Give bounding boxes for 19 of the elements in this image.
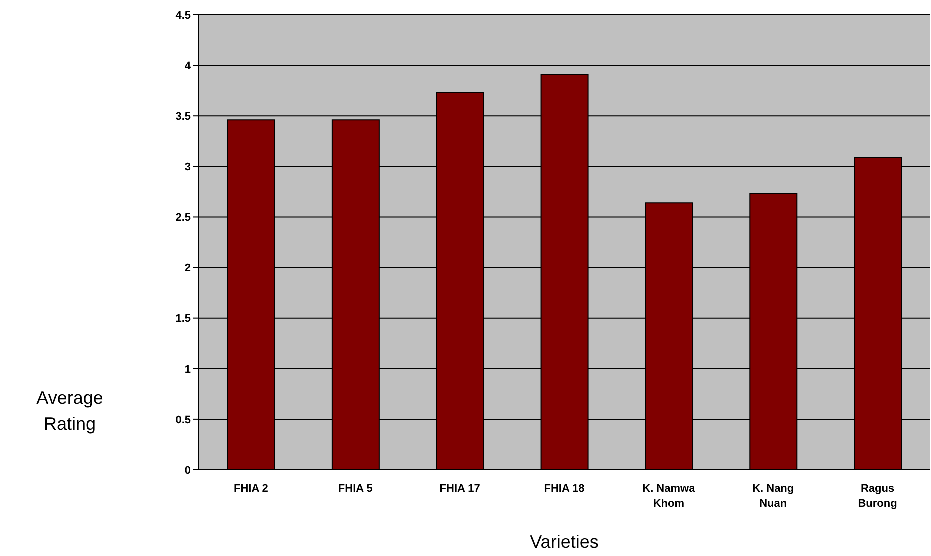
y-tick-label: 2.5 <box>176 212 191 224</box>
y-axis-title: Average Rating <box>36 387 104 436</box>
x-tick-label: K. Nang Nuan <box>752 483 794 510</box>
y-tick-label: 1 <box>184 364 191 376</box>
y-tick-label: 4 <box>184 60 192 72</box>
x-tick-label: FHIA 18 <box>544 483 585 495</box>
x-tick-label: FHIA 17 <box>440 483 480 495</box>
x-tick-label: K. Namwa Khom <box>642 483 696 510</box>
y-tick-label: 2 <box>184 262 191 275</box>
y-tick-label: 0 <box>184 464 191 477</box>
x-axis-title: Varieties <box>530 532 599 552</box>
x-tick-label: FHIA 2 <box>234 483 268 495</box>
y-tick-label: 3 <box>184 162 191 174</box>
y-tick-label: 0.5 <box>176 414 191 426</box>
x-tick-label: Ragus Burong <box>858 483 898 510</box>
x-tick-label: FHIA 5 <box>338 483 373 495</box>
y-tick-label: 3.5 <box>176 111 191 124</box>
y-tick-label: 4.5 <box>176 10 191 22</box>
y-tick-label: 1.5 <box>176 313 191 326</box>
